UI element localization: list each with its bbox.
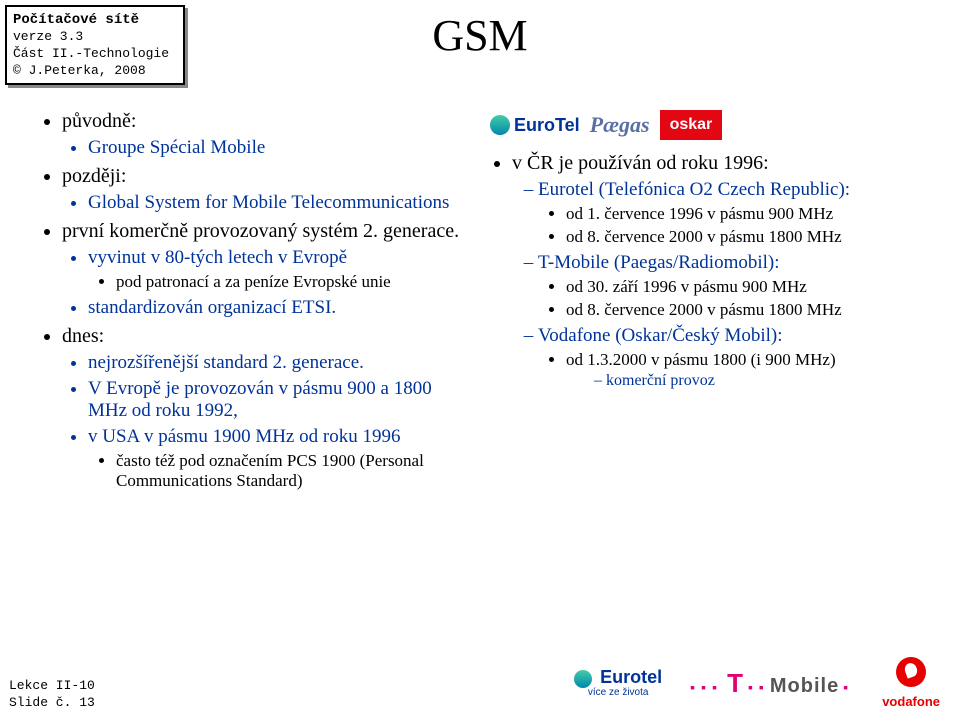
dots-icon: ▪▪: [748, 679, 770, 695]
logo-text: EuroTel: [514, 115, 580, 136]
logo-text: Mobile: [770, 675, 839, 697]
logo-eurotel2: Eurotel více ze života: [574, 668, 662, 697]
logo-text: Eurotel: [600, 667, 662, 687]
detail: od 30. září 1996 v pásmu 900 MHz: [566, 277, 940, 297]
detail: od 1. července 1996 v pásmu 900 MHz: [566, 204, 940, 224]
content-area: původně: Groupe Spécial Mobile později: …: [40, 110, 940, 679]
sub: Groupe Spécial Mobile: [88, 137, 470, 159]
globe-icon: [490, 115, 510, 135]
sub: V Evropě je provozován v pásmu 900 a 180…: [88, 378, 470, 422]
logo-eurotel: EuroTel: [490, 115, 580, 136]
text: v USA v pásmu 1900 MHz od roku 1996: [88, 426, 400, 447]
dots-icon: ▪▪▪: [690, 679, 723, 695]
bullet-puvodne: původně: Groupe Spécial Mobile: [62, 110, 470, 159]
logo-text: vodafone: [882, 694, 940, 709]
text: později:: [62, 165, 126, 187]
text: původně:: [62, 110, 136, 132]
detail: od 8. července 2000 v pásmu 1800 MHz: [566, 227, 940, 247]
dots-icon: ▪: [843, 679, 854, 695]
logo-vodafone: vodafone: [882, 657, 940, 709]
sub2: pod patronací a za peníze Evropské unie: [116, 272, 470, 292]
sub: Global System for Mobile Telecommunicati…: [88, 192, 470, 214]
op-tmobile: T-Mobile (Paegas/Radiomobil): od 30. zář…: [538, 252, 940, 320]
logos-top: EuroTel Pægas oskar: [490, 110, 940, 140]
logo-tmobile: ▪▪▪T▪▪Mobile▪: [690, 668, 854, 699]
text: v ČR je používán od roku 1996:: [512, 152, 769, 174]
op-eurotel: Eurotel (Telefónica O2 Czech Republic): …: [538, 179, 940, 247]
detail: od 8. července 2000 v pásmu 1800 MHz: [566, 300, 940, 320]
text: vyvinut v 80-tých letech v Evropě: [88, 247, 347, 268]
text: od 1.3.2000 v pásmu 1800 (i 900 MHz): [566, 350, 836, 369]
left-column: původně: Groupe Spécial Mobile později: …: [40, 110, 470, 679]
text: první komerčně provozovaný systém 2. gen…: [62, 220, 459, 242]
globe-icon: [574, 670, 592, 688]
sub2: často též pod označením PCS 1900 (Person…: [116, 451, 470, 491]
footer-slide: Slide č. 13: [9, 695, 95, 712]
logo-sub: více ze života: [574, 688, 662, 698]
sub3: komerční provoz: [594, 372, 940, 390]
page-title: GSM: [0, 10, 960, 61]
logo-oskar: oskar: [660, 110, 723, 140]
text: Vodafone (Oskar/Český Mobil):: [538, 325, 783, 346]
sub: nejrozšířenější standard 2. generace.: [88, 352, 470, 374]
text: Eurotel (Telefónica O2 Czech Republic):: [538, 179, 850, 200]
logo-paegas: Pægas: [590, 112, 650, 138]
op-vodafone: Vodafone (Oskar/Český Mobil): od 1.3.200…: [538, 325, 940, 390]
footer-lecture: Lekce II-10: [9, 678, 95, 695]
bullet-dnes: dnes: nejrozšířenější standard 2. genera…: [62, 325, 470, 491]
sub: vyvinut v 80-tých letech v Evropě pod pa…: [88, 247, 470, 292]
bullet-pozdeji: později: Global System for Mobile Teleco…: [62, 165, 470, 214]
sub: standardizován organizací ETSI.: [88, 297, 470, 319]
bullet-prvni: první komerčně provozovaný systém 2. gen…: [62, 220, 470, 319]
text: dnes:: [62, 325, 104, 347]
footer-box: Lekce II-10 Slide č. 13: [5, 676, 99, 714]
logos-bottom: Eurotel více ze života ▪▪▪T▪▪Mobile▪ vod…: [574, 657, 940, 709]
bullet-cr: v ČR je používán od roku 1996: Eurotel (…: [512, 152, 940, 390]
sub: v USA v pásmu 1900 MHz od roku 1996 čast…: [88, 426, 470, 491]
vodafone-drop-icon: [896, 657, 926, 687]
detail: od 1.3.2000 v pásmu 1800 (i 900 MHz) kom…: [566, 350, 940, 390]
header-author: © J.Peterka, 2008: [13, 63, 177, 80]
right-column: EuroTel Pægas oskar v ČR je používán od …: [490, 110, 940, 679]
t-letter: T: [727, 668, 744, 698]
text: T-Mobile (Paegas/Radiomobil):: [538, 252, 780, 273]
